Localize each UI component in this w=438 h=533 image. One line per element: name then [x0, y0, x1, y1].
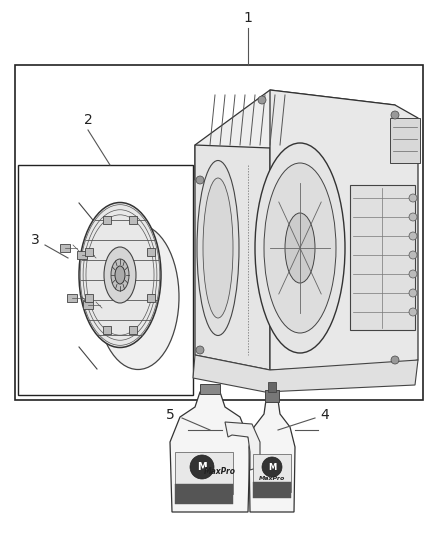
Text: 1: 1 — [244, 11, 252, 25]
Polygon shape — [225, 422, 260, 470]
Bar — [103, 326, 111, 334]
Text: MaxPro: MaxPro — [259, 475, 285, 481]
Text: 3: 3 — [31, 233, 39, 247]
Polygon shape — [193, 355, 418, 392]
Text: M: M — [268, 463, 276, 472]
Bar — [77, 251, 87, 259]
Circle shape — [409, 270, 417, 278]
Polygon shape — [195, 145, 270, 370]
Bar — [350, 185, 415, 330]
Bar — [148, 294, 155, 302]
Text: 4: 4 — [321, 408, 329, 422]
Circle shape — [409, 308, 417, 316]
Ellipse shape — [111, 259, 129, 291]
Circle shape — [258, 96, 266, 104]
Bar — [18, 165, 193, 395]
Text: 5: 5 — [166, 408, 174, 422]
Circle shape — [196, 176, 204, 184]
Bar — [265, 390, 279, 402]
Bar — [129, 326, 137, 334]
Circle shape — [391, 356, 399, 364]
Bar — [390, 118, 420, 163]
Circle shape — [409, 194, 417, 202]
Ellipse shape — [203, 178, 233, 318]
Ellipse shape — [115, 266, 125, 284]
Text: 2: 2 — [84, 113, 92, 127]
Bar — [15, 65, 423, 400]
Bar — [253, 454, 291, 492]
Bar — [148, 248, 155, 256]
Bar — [253, 482, 291, 498]
Bar — [200, 384, 220, 394]
Bar — [175, 484, 233, 504]
Circle shape — [391, 111, 399, 119]
Bar — [268, 382, 276, 392]
Ellipse shape — [79, 203, 161, 348]
Bar — [60, 244, 70, 252]
Circle shape — [409, 232, 417, 240]
Polygon shape — [270, 90, 418, 370]
Polygon shape — [195, 90, 395, 180]
Circle shape — [190, 455, 214, 479]
Ellipse shape — [197, 160, 239, 335]
Bar — [175, 452, 233, 494]
Bar — [129, 215, 137, 223]
Ellipse shape — [255, 143, 345, 353]
Ellipse shape — [264, 163, 336, 333]
Bar — [67, 294, 77, 302]
Bar — [83, 301, 93, 309]
Circle shape — [409, 251, 417, 259]
Circle shape — [196, 346, 204, 354]
Bar — [103, 215, 111, 223]
Bar — [85, 248, 92, 256]
Ellipse shape — [104, 247, 136, 303]
Circle shape — [409, 289, 417, 297]
Circle shape — [262, 457, 282, 477]
Polygon shape — [170, 392, 250, 512]
Bar — [85, 294, 92, 302]
Polygon shape — [249, 400, 295, 512]
Text: MaxPro: MaxPro — [204, 467, 236, 477]
Circle shape — [409, 213, 417, 221]
Ellipse shape — [285, 213, 315, 283]
Ellipse shape — [97, 224, 179, 369]
Text: M: M — [197, 462, 207, 472]
